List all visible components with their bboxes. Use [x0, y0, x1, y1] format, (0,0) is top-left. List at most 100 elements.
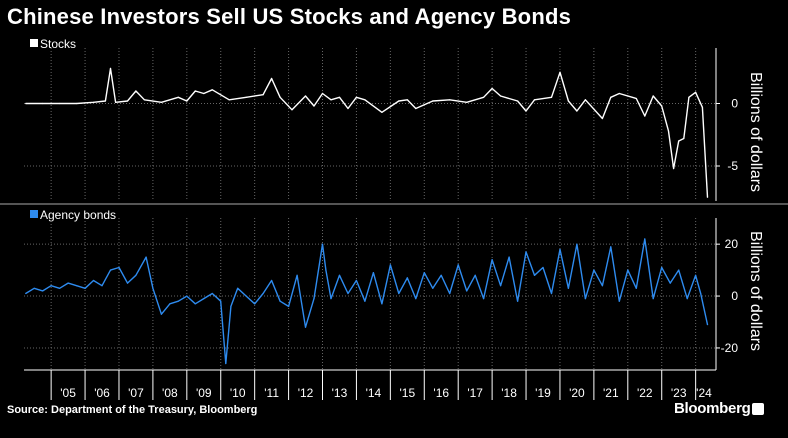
data-point-stocks: [550, 96, 553, 98]
bloomberg-mark-icon: [752, 403, 764, 415]
data-point-stocks: [661, 105, 663, 107]
data-point-agency: [584, 298, 587, 300]
data-point-stocks: [211, 89, 213, 91]
data-point-stocks: [194, 90, 196, 92]
data-point-agency: [203, 298, 205, 300]
data-point-stocks: [228, 99, 230, 101]
data-point-stocks: [338, 96, 341, 98]
data-point-agency: [706, 324, 709, 326]
data-point-agency: [33, 287, 35, 289]
data-point-agency: [525, 251, 527, 253]
data-point-agency: [135, 274, 137, 276]
data-point-agency: [152, 287, 154, 289]
data-point-agency: [355, 279, 357, 282]
data-point-stocks: [186, 100, 188, 102]
data-point-stocks: [245, 96, 247, 98]
data-point-agency: [372, 272, 374, 274]
data-point-agency: [313, 298, 315, 300]
x-tick-label: '14: [366, 386, 382, 400]
data-point-agency: [262, 292, 264, 295]
data-point-agency: [92, 279, 95, 282]
data-point-agency: [398, 292, 400, 295]
data-point-agency: [618, 300, 620, 302]
data-point-agency: [700, 292, 702, 295]
data-point-agency: [533, 274, 536, 276]
data-point-agency: [109, 269, 112, 271]
data-point-stocks: [291, 109, 293, 111]
data-point-stocks: [673, 167, 675, 170]
x-tick-label: '11: [264, 386, 279, 400]
data-point-agency: [406, 277, 408, 279]
x-tick-label: '17: [467, 386, 483, 400]
data-point-agency: [177, 300, 179, 302]
data-point-stocks: [381, 111, 383, 113]
data-point-agency: [126, 282, 129, 284]
data-point-stocks: [347, 107, 349, 110]
y-axis-label-agency: Billions of dollars: [747, 231, 764, 351]
data-point-agency: [279, 300, 281, 302]
data-point-stocks: [601, 117, 604, 120]
data-point-agency: [321, 243, 324, 245]
data-point-agency: [415, 298, 417, 300]
data-point-agency: [593, 269, 595, 271]
data-point-stocks: [42, 102, 44, 105]
x-tick-label: '13: [332, 386, 348, 400]
data-point-agency: [76, 285, 78, 287]
data-point-stocks: [76, 102, 78, 105]
data-point-stocks: [491, 87, 493, 90]
data-point-stocks: [584, 99, 587, 101]
data-point-agency: [449, 292, 451, 295]
x-tick-label: '15: [399, 386, 415, 400]
x-tick-label: '20: [569, 386, 585, 400]
data-point-stocks: [644, 115, 646, 117]
data-point-agency: [635, 287, 637, 289]
data-point-agency: [347, 292, 349, 295]
data-point-agency: [491, 259, 493, 261]
data-point-stocks: [364, 99, 366, 101]
data-point-agency: [669, 282, 671, 284]
data-point-stocks: [449, 99, 451, 101]
data-point-stocks: [92, 101, 95, 103]
data-point-agency: [610, 246, 612, 248]
x-tick-label: '05: [60, 386, 76, 400]
data-point-agency: [338, 274, 341, 276]
y-tick-label-agency: 20: [725, 237, 739, 251]
data-point-stocks: [678, 140, 680, 142]
data-point-agency: [245, 295, 247, 297]
data-point-agency: [145, 256, 147, 258]
data-point-agency: [517, 300, 519, 302]
data-point-agency: [483, 298, 485, 300]
data-point-stocks: [635, 97, 637, 100]
data-point-stocks: [177, 96, 179, 98]
data-point-stocks: [517, 100, 519, 102]
data-point-agency: [576, 243, 578, 245]
data-point-agency: [25, 292, 27, 295]
data-point-stocks: [466, 101, 468, 103]
data-point-agency: [254, 303, 256, 305]
data-point-agency: [194, 303, 196, 305]
y-tick-label-agency: 0: [731, 289, 738, 303]
y-axis-label-stocks: Billions of dollars: [747, 72, 764, 192]
plot-layer: 0 -5 20 0 -20 '05 '06 '07 '08 '09 '10 '11 '12 '13 '14 '…: [0, 48, 788, 400]
legend-swatch-stocks: [30, 39, 38, 47]
data-point-agency: [50, 285, 52, 287]
y-tick-label-agency: -20: [721, 341, 739, 355]
data-point-stocks: [618, 92, 620, 95]
data-point-stocks: [706, 196, 709, 198]
data-point-stocks: [104, 100, 106, 102]
data-point-stocks: [667, 130, 670, 132]
series-line-stocks: [25, 67, 709, 198]
data-point-agency: [457, 264, 459, 266]
data-point-agency: [225, 362, 227, 365]
data-point-stocks: [398, 100, 400, 102]
data-point-agency: [661, 266, 663, 269]
x-tick-label: '18: [501, 386, 517, 400]
data-point-agency: [304, 326, 307, 328]
data-point-agency: [627, 269, 629, 271]
source-note: Source: Department of the Treasury, Bloo…: [7, 404, 258, 416]
data-point-stocks: [135, 90, 137, 92]
legend-swatch-agency: [30, 210, 38, 218]
legend-label-stocks: Stocks: [40, 37, 76, 51]
data-point-agency: [432, 287, 434, 289]
